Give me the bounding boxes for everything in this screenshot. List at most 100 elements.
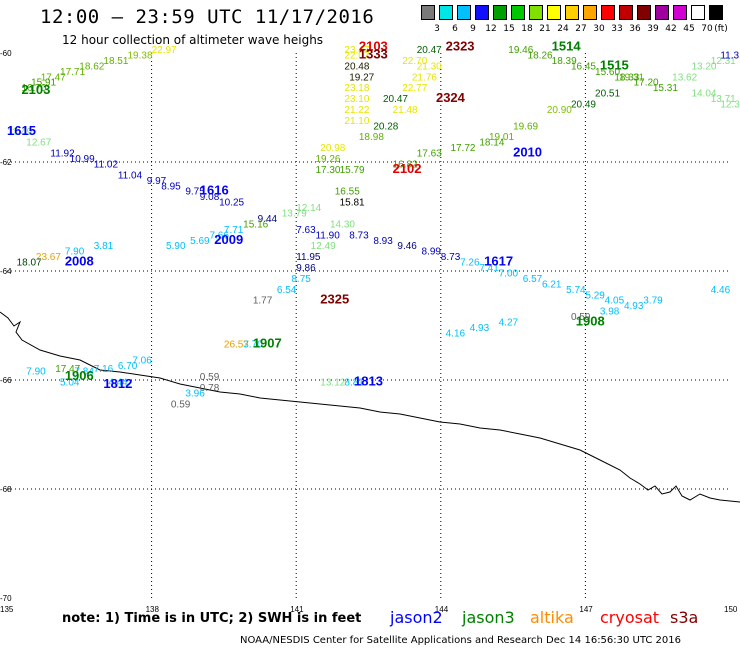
legend-swatch bbox=[529, 5, 543, 20]
swh-reading: 7.63 bbox=[296, 225, 316, 236]
legend-label: 12 bbox=[485, 24, 497, 34]
swh-reading: 21.30 bbox=[417, 61, 442, 72]
swh-reading: 17.71 bbox=[60, 67, 85, 78]
satellite-label: cryosat bbox=[600, 608, 660, 627]
swh-reading: 4.93 bbox=[470, 323, 490, 334]
pass-time-label: 2008 bbox=[65, 254, 94, 269]
swh-reading: 8.73 bbox=[441, 252, 461, 263]
pass-time-label: 1908 bbox=[576, 314, 605, 329]
swh-reading: 12.30 bbox=[720, 100, 740, 111]
pass-time-label: 1617 bbox=[484, 254, 513, 269]
pass-time-label: 1906 bbox=[65, 368, 94, 383]
longitude-label: 144 bbox=[435, 605, 449, 614]
swh-reading: 5.90 bbox=[166, 241, 186, 252]
latitude-label: -68 bbox=[0, 485, 12, 494]
longitude-label: 147 bbox=[579, 605, 593, 614]
swh-reading: 12.67 bbox=[26, 138, 51, 149]
swh-reading: 16.45 bbox=[571, 61, 596, 72]
legend-label: 24 bbox=[557, 24, 569, 34]
pass-time-label: 1333 bbox=[359, 46, 388, 61]
legend-label: 36 bbox=[629, 24, 641, 34]
swh-reading: 8.81 bbox=[344, 377, 364, 388]
legend-swatch bbox=[583, 5, 597, 20]
swh-reading: 23.10 bbox=[344, 94, 369, 105]
legend-swatch bbox=[547, 5, 561, 20]
swh-reading: 7.66 bbox=[209, 230, 229, 241]
latitude-label: -60 bbox=[0, 49, 12, 58]
legend-label: 9 bbox=[470, 24, 476, 34]
swh-reading: 23.47 bbox=[344, 45, 369, 56]
swh-reading: 17.47 bbox=[41, 72, 66, 83]
legend-swatch bbox=[709, 5, 723, 20]
swh-reading: 21.48 bbox=[393, 105, 418, 116]
longitude-label: 135 bbox=[0, 605, 14, 614]
swh-reading: 21.76 bbox=[412, 72, 437, 83]
swh-reading: 5.04 bbox=[60, 377, 80, 388]
legend-swatch bbox=[439, 5, 453, 20]
graticule bbox=[7, 53, 730, 598]
swh-reading: 23.67 bbox=[36, 252, 61, 263]
swh-reading: 4.44 bbox=[108, 377, 128, 388]
pass-time-label: 1514 bbox=[552, 38, 582, 53]
wave-observations: 23.4722.9719.3818.5118.6217.7117.4716.70… bbox=[7, 45, 740, 410]
swh-reading: 19.38 bbox=[128, 50, 153, 61]
swh-reading: 6.21 bbox=[542, 279, 562, 290]
swh-reading: 18.14 bbox=[479, 138, 504, 149]
legend-swatch bbox=[457, 5, 471, 20]
swh-reading: 16.70 bbox=[21, 83, 46, 94]
swh-reading: 13.20 bbox=[691, 61, 716, 72]
legend-label: 21 bbox=[539, 24, 551, 34]
swh-reading: 19.26 bbox=[315, 154, 340, 165]
swh-reading: 9.08 bbox=[200, 192, 220, 203]
legend-swatch bbox=[691, 5, 705, 20]
swh-reading: 4.16 bbox=[446, 328, 466, 339]
legend-label: 18 bbox=[521, 24, 533, 34]
swh-reading: 17.63 bbox=[417, 149, 442, 160]
pass-time-label: 1615 bbox=[7, 123, 36, 138]
satellite-label: jason2 bbox=[390, 608, 443, 627]
satellite-label: altika bbox=[530, 608, 574, 627]
swh-reading: 6.57 bbox=[523, 274, 543, 285]
swh-reading: 20.47 bbox=[417, 45, 442, 56]
latitude-label: -70 bbox=[0, 594, 12, 603]
swh-reading: 18.39 bbox=[552, 56, 577, 67]
swh-reading: 10.99 bbox=[70, 154, 95, 165]
swh-reading: 11.3 bbox=[720, 50, 739, 61]
swh-reading: 20.48 bbox=[344, 61, 369, 72]
swh-reading: 6.70 bbox=[118, 361, 138, 372]
swh-reading: 17.30 bbox=[315, 165, 340, 176]
pass-time-label: 2103 bbox=[359, 38, 388, 53]
swh-reading: 12.49 bbox=[311, 241, 336, 252]
swh-reading: 22.07 bbox=[344, 50, 369, 61]
swh-reading: 15.60 bbox=[595, 67, 620, 78]
swh-reading: 9.46 bbox=[397, 241, 417, 252]
swh-reading: 4.27 bbox=[499, 318, 519, 329]
swh-reading: 14.30 bbox=[330, 219, 355, 230]
swh-reading: 20.28 bbox=[373, 121, 398, 132]
swh-reading: 9.44 bbox=[258, 214, 278, 225]
swh-reading: 4.46 bbox=[711, 285, 731, 296]
swh-reading: 22.77 bbox=[402, 83, 427, 94]
swh-reading: 20.51 bbox=[595, 89, 620, 100]
satellite-label: jason3 bbox=[462, 608, 515, 627]
legend-label: 70 bbox=[701, 24, 713, 34]
footnote: note: 1) Time is in UTC; 2) SWH is in fe… bbox=[62, 611, 362, 626]
swh-reading: 7.71 bbox=[224, 225, 244, 236]
swh-reading: 19.31 bbox=[619, 72, 644, 83]
swh-reading: 7.26 bbox=[460, 258, 480, 269]
pass-time-label: 1907 bbox=[253, 335, 282, 350]
swh-reading: 5.74 bbox=[566, 285, 586, 296]
swh-reading: 8.95 bbox=[161, 181, 181, 192]
swh-reading: 14.04 bbox=[691, 89, 716, 100]
swh-reading: 11.95 bbox=[296, 252, 321, 263]
swh-reading: 17.20 bbox=[634, 78, 659, 89]
swh-reading: 7.00 bbox=[499, 268, 519, 279]
legend-label: 33 bbox=[611, 24, 623, 34]
swh-reading: 4.93 bbox=[624, 301, 644, 312]
swh-reading: 3.81 bbox=[94, 241, 114, 252]
swh-reading: 20.90 bbox=[547, 105, 572, 116]
legend-swatch bbox=[655, 5, 669, 20]
credit-footer: NOAA/NESDIS Center for Satellite Applica… bbox=[240, 635, 682, 646]
swh-reading: 15.81 bbox=[340, 198, 365, 209]
